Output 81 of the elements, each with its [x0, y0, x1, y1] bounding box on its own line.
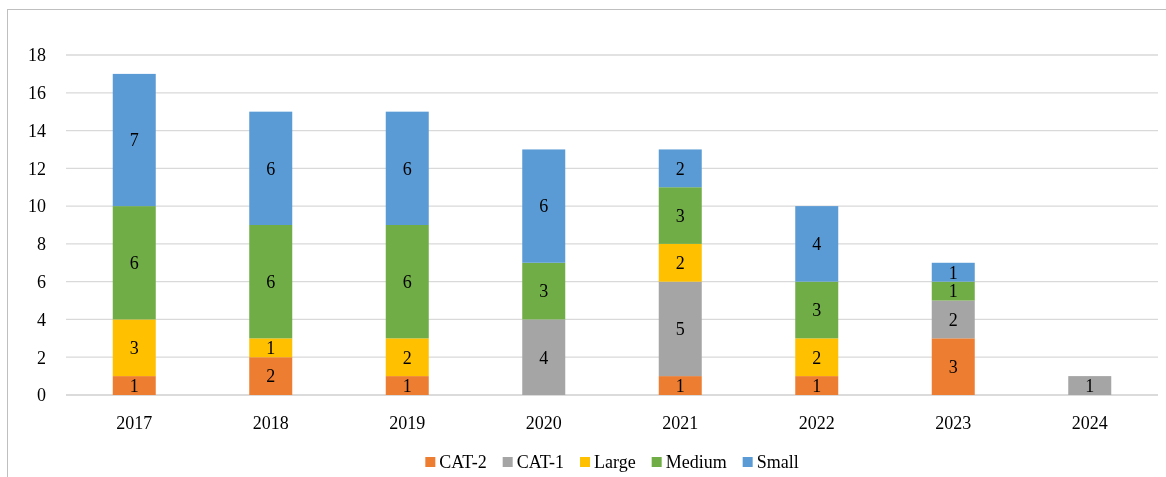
- data-label: 3: [948, 356, 958, 377]
- y-tick-label: 8: [37, 234, 46, 255]
- bar: [931, 300, 975, 339]
- data-label: 2: [402, 347, 412, 368]
- data-label: 3: [129, 338, 139, 359]
- legend-label: CAT-1: [516, 452, 565, 473]
- bar: [385, 376, 429, 395]
- data-label: 4: [812, 234, 822, 255]
- legend-label: Medium: [665, 452, 727, 473]
- bar: [522, 319, 566, 395]
- y-tick-label: 0: [37, 385, 46, 406]
- data-label: 1: [402, 375, 412, 396]
- y-tick-label: 4: [37, 309, 46, 330]
- bar: [658, 243, 702, 282]
- bar: [112, 73, 156, 207]
- y-tick-label: 14: [28, 120, 46, 141]
- x-tick-label: 2023: [935, 413, 972, 434]
- y-tick-label: 6: [37, 271, 46, 292]
- data-label: 2: [812, 347, 822, 368]
- data-label: 3: [539, 281, 549, 302]
- bar: [658, 149, 702, 188]
- data-label: 6: [266, 158, 276, 179]
- data-label: 2: [266, 366, 276, 387]
- bar: [249, 357, 293, 395]
- data-label: 3: [675, 205, 685, 226]
- x-tick-label: 2021: [662, 413, 699, 434]
- y-tick-label: 16: [28, 83, 46, 104]
- x-tick-label: 2017: [116, 413, 153, 434]
- data-label: 6: [539, 196, 549, 217]
- data-label: 3: [812, 300, 822, 321]
- legend-label: Large: [594, 452, 636, 473]
- data-label: 1: [675, 375, 685, 396]
- bar: [385, 338, 429, 377]
- x-tick-label: 2018: [252, 413, 289, 434]
- bar: [658, 376, 702, 395]
- bar: [112, 206, 156, 320]
- bar: [1068, 376, 1112, 395]
- legend-label: Small: [756, 452, 799, 473]
- data-label: 1: [948, 281, 958, 302]
- bar: [658, 187, 702, 244]
- data-label: 4: [539, 347, 549, 368]
- bar: [931, 262, 975, 282]
- y-tick-label: 18: [28, 45, 46, 66]
- bar: [931, 281, 975, 301]
- bar: [385, 225, 429, 339]
- x-tick-label: 2019: [389, 413, 426, 434]
- x-tick-label: 2022: [798, 413, 835, 434]
- data-label: 1: [266, 338, 276, 359]
- bar: [249, 225, 293, 339]
- data-label: 6: [402, 271, 412, 292]
- data-label: 1: [129, 375, 139, 396]
- x-tick-label: 2024: [1071, 413, 1108, 434]
- data-label: 2: [675, 158, 685, 179]
- legend-label: CAT-2: [439, 452, 487, 473]
- data-label: 1: [948, 262, 958, 283]
- bar: [522, 149, 566, 263]
- y-tick-label: 2: [37, 347, 46, 368]
- bar: [522, 262, 566, 320]
- bar: [249, 111, 293, 225]
- bar: [112, 319, 156, 377]
- data-label: 7: [129, 130, 139, 151]
- bar: [931, 338, 975, 395]
- data-label: 5: [675, 319, 685, 340]
- data-label: 2: [675, 253, 685, 274]
- bar: [795, 338, 839, 377]
- bar: [385, 111, 429, 225]
- y-tick-label: 12: [28, 158, 46, 179]
- bar: [658, 281, 702, 377]
- data-label: 6: [402, 158, 412, 179]
- bar: [795, 376, 839, 395]
- bar: [249, 338, 293, 358]
- data-label: 1: [1085, 375, 1095, 396]
- data-label: 2: [948, 309, 958, 330]
- bar: [795, 281, 839, 339]
- x-tick-label: 2020: [525, 413, 562, 434]
- y-tick-label: 10: [28, 196, 46, 217]
- data-label: 1: [812, 375, 822, 396]
- bar: [112, 376, 156, 395]
- bar: [795, 206, 839, 282]
- data-label: 6: [129, 253, 139, 274]
- data-label: 6: [266, 271, 276, 292]
